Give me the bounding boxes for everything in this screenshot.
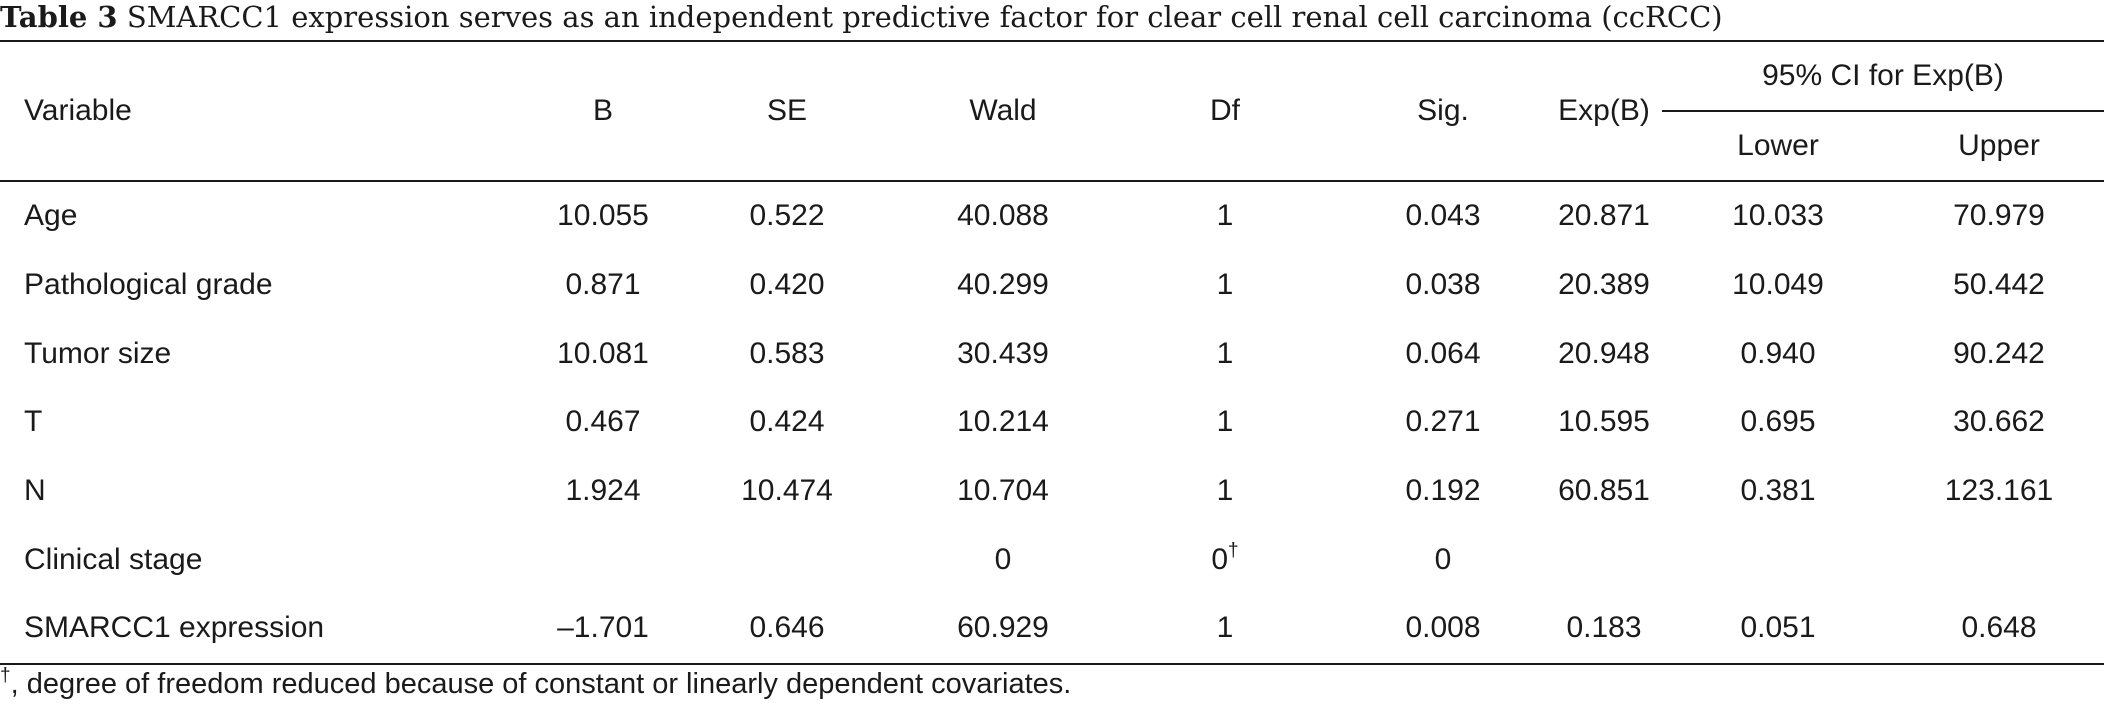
cell-sig: 0.192 [1405,474,1481,508]
cell-expb: 20.389 [1558,268,1650,302]
cell-lower: 10.049 [1732,268,1824,302]
cell-sig: 0.043 [1405,199,1481,233]
header-variable: Variable [0,40,528,182]
cell-lower: 0.381 [1740,474,1816,508]
cell-lower: 0.940 [1740,336,1816,370]
table-row: T 0.467 0.424 10.214 1 0.271 10.595 0.69… [0,388,2104,457]
cell-wald: 0 [994,542,1012,576]
cell-sig: 0.271 [1405,405,1481,439]
cell-variable: SMARCC1 expression [0,594,528,665]
cell-df-value: 1 [1216,268,1234,302]
cell-df: 1 [1110,388,1340,457]
cell-df: 0† [1110,525,1340,594]
cell-df: 1 [1110,457,1340,526]
header-ci-group: 95% CI for Exp(B) [1662,40,2104,112]
cell-lower [1662,525,1894,594]
cell-se: 0.420 [749,268,825,302]
cell-wald: 30.439 [957,336,1049,370]
cell-variable: Clinical stage [24,542,203,576]
cell-expb: 0.183 [1546,594,1662,665]
table-row: SMARCC1 expression –1.701 0.646 60.929 1… [0,594,2104,665]
cell-expb: 10.595 [1558,405,1650,439]
cell-upper: 0.648 [1894,594,2104,665]
cell-sig: 0.038 [1405,268,1481,302]
cell-b: 0.467 [565,405,641,439]
table-row: Clinical stage 0 0† 0 [0,525,2104,594]
cell-upper [1894,525,2104,594]
cell-lower: 10.033 [1732,199,1824,233]
cell-variable: Pathological grade [24,268,273,302]
cell-df: 1 [1110,251,1340,320]
cell-df-value: 1 [1216,611,1234,645]
cell-b [528,525,678,594]
cell-expb: 60.851 [1558,474,1650,508]
cell-sig: 0.064 [1405,336,1481,370]
cell-se: 0.646 [678,594,896,665]
table-footnote: †, degree of freedom reduced because of … [0,665,1072,701]
cell-df-value: 1 [1216,405,1234,439]
cell-wald: 40.299 [957,268,1049,302]
cell-se: 10.474 [741,474,833,508]
cell-upper: 50.442 [1953,268,2045,302]
cell-df: 1 [1110,319,1340,388]
cell-b: –1.701 [528,594,678,665]
cell-variable: T [24,405,43,439]
table-body: Age 10.055 0.522 40.088 1 0.043 20.871 1… [0,181,2104,665]
cell-sig: 0.008 [1340,594,1546,665]
cell-se: 0.583 [749,336,825,370]
table-caption: Table 3 SMARCC1 expression serves as an … [0,0,1723,40]
cell-lower: 0.695 [1740,405,1816,439]
footnote-mark: † [0,665,11,686]
cell-wald: 40.088 [957,199,1049,233]
cell-upper: 30.662 [1953,405,2045,439]
cell-upper: 90.242 [1953,336,2045,370]
table-caption-text: SMARCC1 expression serves as an independ… [117,0,1723,34]
cell-b: 0.871 [565,268,641,302]
cell-variable: N [24,474,46,508]
cell-df-value: 0 [1211,542,1229,576]
cell-expb: 20.871 [1558,199,1650,233]
cell-df-mark: † [1228,539,1239,561]
cell-expb [1546,525,1662,594]
cell-df-value: 1 [1216,336,1234,370]
header-upper: Upper [1894,111,2104,182]
cell-df-value: 1 [1216,474,1234,508]
table-caption-label: Table 3 [0,0,118,34]
cell-se: 0.522 [749,199,825,233]
cell-b: 10.055 [557,199,649,233]
table-header: Variable B SE Wald Df Sig. Exp(B) 95% CI… [0,40,2104,182]
cell-df: 1 [1110,594,1340,665]
cell-df: 1 [1110,181,1340,251]
header-df: Df [1110,40,1340,182]
cell-b: 1.924 [565,474,641,508]
cell-se: 0.424 [749,405,825,439]
table-row: Pathological grade 0.871 0.420 40.299 1 … [0,251,2104,320]
cell-lower: 0.051 [1662,594,1894,665]
table-row: Tumor size 10.081 0.583 30.439 1 0.064 2… [0,319,2104,388]
table-row: Age 10.055 0.522 40.088 1 0.043 20.871 1… [0,181,2104,251]
regression-table: Variable B SE Wald Df Sig. Exp(B) 95% CI… [0,40,2104,665]
cell-b: 10.081 [557,336,649,370]
cell-variable: Tumor size [24,336,172,370]
header-expb: Exp(B) [1546,40,1662,182]
header-sig: Sig. [1340,40,1546,182]
cell-se [678,525,896,594]
header-b: B [528,40,678,182]
header-wald: Wald [896,40,1110,182]
header-se: SE [678,40,896,182]
cell-sig: 0 [1434,542,1452,576]
cell-upper: 123.161 [1944,474,2054,508]
cell-wald: 10.214 [957,405,1049,439]
cell-variable: Age [24,199,78,233]
cell-wald: 10.704 [957,474,1049,508]
header-lower: Lower [1662,111,1894,182]
cell-df-value: 1 [1216,199,1234,233]
cell-expb: 20.948 [1558,336,1650,370]
cell-wald: 60.929 [896,594,1110,665]
cell-upper: 70.979 [1953,199,2045,233]
footnote-text: , degree of freedom reduced because of c… [10,668,1072,700]
table-row: N 1.924 10.474 10.704 1 0.192 60.851 0.3… [0,457,2104,526]
